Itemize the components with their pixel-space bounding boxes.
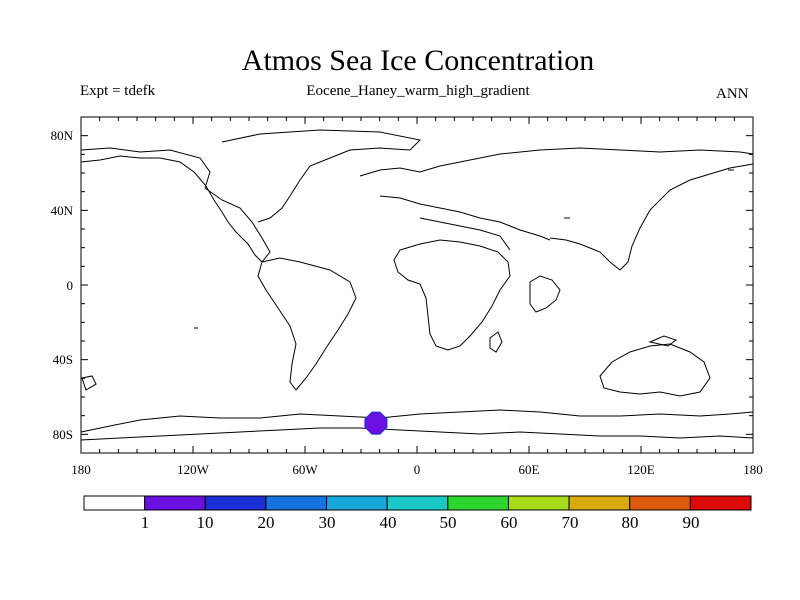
lat-label-40n: 40N [51,203,74,218]
colorbar-swatch [326,495,388,511]
axis-ticks [80,116,754,454]
colorbar [83,495,752,511]
colorbar-swatch [689,495,752,511]
colorbar-swatch [568,495,631,511]
season-label: ANN [716,86,749,102]
lat-label-0: 0 [67,278,74,293]
lon-label-180w: 180 [71,462,91,477]
colorbar-swatch [204,495,267,511]
sea-ice-cell [364,411,388,435]
colorbar-label-60: 60 [501,513,518,532]
map-frame [80,116,754,454]
colorbar-swatch [144,495,206,511]
colorbar-swatch [265,495,328,511]
lon-label-0: 0 [414,462,421,477]
colorbar-label-70: 70 [562,513,579,532]
colorbar-swatch [83,495,146,511]
lon-label-180e: 180 [743,462,763,477]
lon-label-120e: 120E [627,462,655,477]
colorbar-swatch [386,495,449,511]
lon-label-60e: 60E [519,462,540,477]
lon-label-60w: 60W [292,462,318,477]
sea-ice-patch [364,411,388,435]
lon-label-120w: 120W [177,462,210,477]
colorbar-label-50: 50 [440,513,457,532]
colorbar-label-20: 20 [258,513,275,532]
coastlines [80,129,754,441]
colorbar-label-1: 1 [141,513,150,532]
colorbar-swatch [629,495,691,511]
colorbar-label-90: 90 [683,513,700,532]
plot-title: Atmos Sea Ice Concentration [241,44,595,77]
colorbar-label-30: 30 [319,513,336,532]
colorbar-swatch [447,495,509,511]
colorbar-label-40: 40 [380,513,397,532]
colorbar-label-80: 80 [622,513,639,532]
experiment-subtitle: Eocene_Haney_warm_high_gradient [306,83,530,99]
lat-label-40s: 40S [53,352,73,367]
experiment-label: Expt = tdefk [80,83,156,99]
colorbar-swatch [507,495,570,511]
lat-label-80n: 80N [51,128,74,143]
lat-label-80s: 80S [53,427,73,442]
colorbar-label-10: 10 [197,513,214,532]
